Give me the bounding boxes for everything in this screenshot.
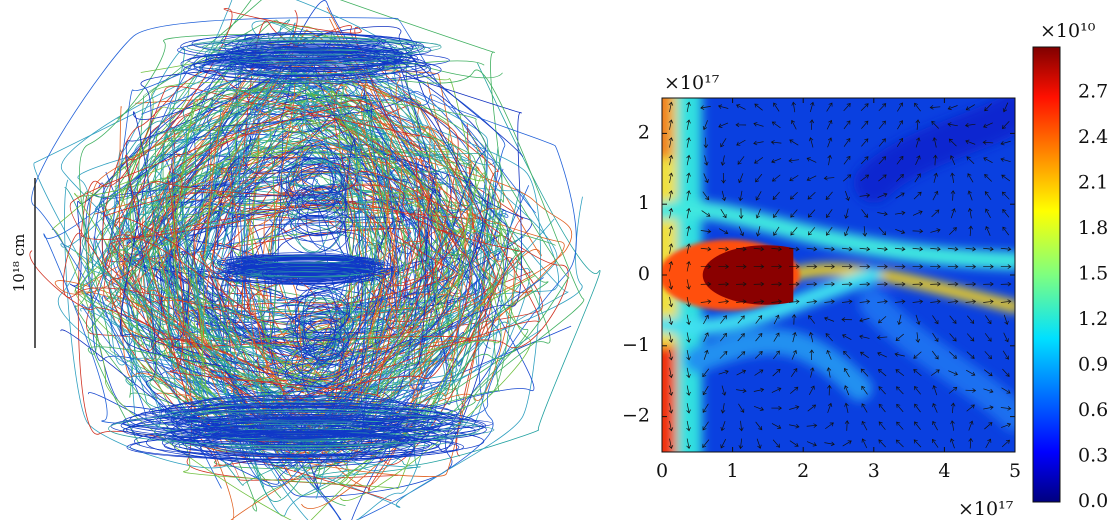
x-tick-label: 1	[727, 460, 739, 482]
colorbar	[1033, 47, 1060, 502]
figure: 10¹⁸ cm 0 1 2 3 4 5 −2 −1 0 1 2 0.0 0.3 0.6 0.9 1.2 1.5 1…	[0, 0, 1119, 520]
field-region	[652, 346, 676, 462]
page-body: {"left_panel": {"scale_label": "10¹⁸ cm"…	[0, 0, 1119, 520]
y-tick-label: 1	[638, 192, 650, 214]
colorbar-tick-label: 2.7	[1078, 81, 1108, 103]
y-tick-label: 0	[638, 263, 650, 285]
x-multiplier: ×10¹⁷	[958, 498, 1014, 520]
y-tick-label: −1	[622, 334, 650, 356]
colorbar-tick-label: 2.1	[1078, 172, 1108, 194]
page: Figure html, body { margin: 0; padding: …	[0, 0, 1119, 520]
x-tick-label: 3	[868, 460, 880, 482]
colorbar-tick-label: 1.5	[1078, 263, 1108, 285]
colorbar-tick-label: 0.0	[1078, 490, 1108, 512]
y-multiplier: ×10¹⁷	[664, 72, 720, 94]
y-tick-label: 2	[638, 121, 650, 143]
y-tick-label: −2	[622, 405, 650, 427]
heatmap-field	[652, 88, 1015, 462]
colorbar-tick-label: 1.2	[1078, 308, 1108, 330]
colorbar-tick-label: 2.4	[1078, 126, 1108, 148]
scale-label: 10¹⁸ cm	[10, 234, 28, 293]
colorbar-tick-label: 0.9	[1078, 354, 1108, 376]
colorbar-tick-label: 0.3	[1078, 445, 1108, 467]
x-tick-label: 5	[1009, 460, 1021, 482]
colorbar-tick-label: 0.6	[1078, 399, 1108, 421]
colorbar-multiplier: ×10¹⁰	[1040, 20, 1096, 42]
streamline-panel	[30, 0, 600, 520]
x-tick-label: 0	[656, 460, 668, 482]
x-tick-label: 2	[797, 460, 809, 482]
colorbar-tick-label: 1.8	[1078, 217, 1108, 239]
x-tick-label: 4	[938, 460, 950, 482]
